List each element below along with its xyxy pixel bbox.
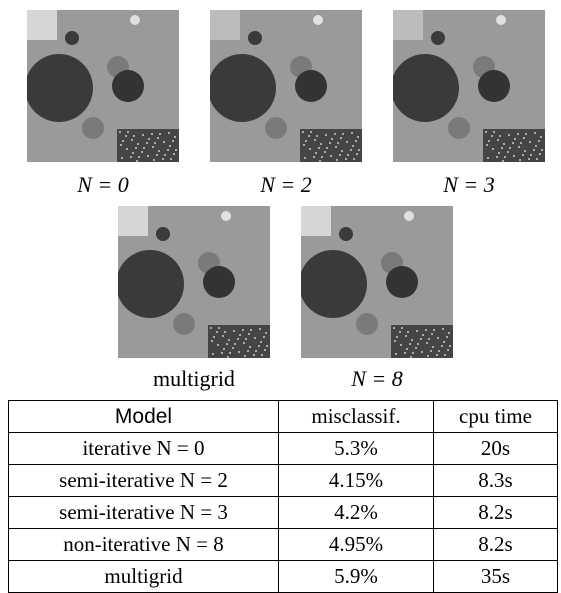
segmentation-image [301, 206, 453, 358]
table-cell: semi-iterative N = 2 [9, 465, 279, 497]
figure-caption: N = 2 [210, 172, 362, 198]
table-cell: 4.95% [279, 529, 434, 561]
figure-caption: N = 0 [27, 172, 179, 198]
table-cell: 4.15% [279, 465, 434, 497]
segmentation-image [118, 206, 270, 358]
table-cell: 5.3% [279, 433, 434, 465]
header-cell: Model [9, 401, 279, 433]
figure-caption: multigrid [118, 366, 270, 392]
table-cell: 5.9% [279, 561, 434, 593]
table-cell: 8.2s [434, 497, 558, 529]
header-cell: cpu time [434, 401, 558, 433]
table-cell: 35s [434, 561, 558, 593]
table-cell: iterative N = 0 [9, 433, 279, 465]
table-cell: 8.3s [434, 465, 558, 497]
segmentation-image [393, 10, 545, 162]
figure-caption: N = 3 [393, 172, 545, 198]
segmentation-image [27, 10, 179, 162]
table-cell: 4.2% [279, 497, 434, 529]
table-cell: non-iterative N = 8 [9, 529, 279, 561]
table-cell: 20s [434, 433, 558, 465]
figure-caption: N = 8 [301, 366, 453, 392]
table-cell: 8.2s [434, 529, 558, 561]
table-cell: multigrid [9, 561, 279, 593]
page: Modelmisclassif.cpu time iterative N = 0… [0, 0, 561, 593]
segmentation-image [210, 10, 362, 162]
header-cell: misclassif. [279, 401, 434, 433]
table-cell: semi-iterative N = 3 [9, 497, 279, 529]
